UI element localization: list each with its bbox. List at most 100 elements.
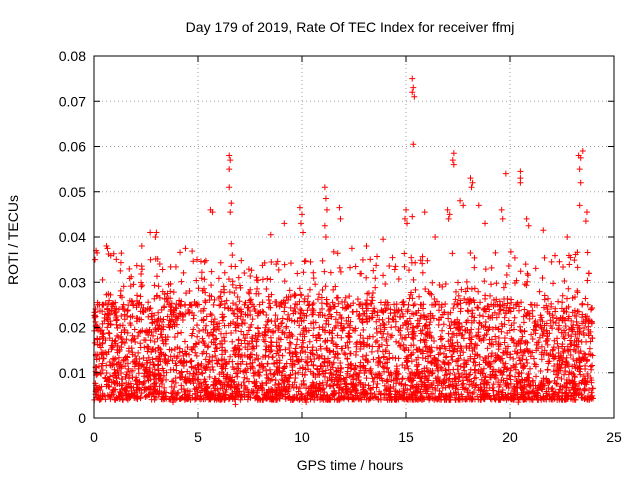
x-tick-label: 15 — [398, 429, 414, 445]
data-point — [209, 209, 216, 216]
data-point — [295, 358, 302, 365]
data-point — [550, 280, 557, 287]
data-point — [536, 288, 543, 295]
data-point — [273, 339, 280, 346]
data-point — [313, 337, 320, 344]
data-point — [217, 330, 224, 337]
data-point — [430, 338, 437, 345]
data-point — [540, 351, 547, 358]
data-point — [350, 300, 357, 307]
data-point — [245, 289, 252, 296]
data-point — [480, 313, 487, 320]
data-point — [428, 291, 435, 298]
data-point — [482, 292, 489, 299]
data-point — [468, 326, 475, 333]
data-point — [391, 309, 398, 316]
data-point — [559, 390, 566, 397]
data-point — [456, 373, 463, 380]
data-point — [495, 340, 502, 347]
data-point — [323, 206, 330, 213]
data-point — [505, 381, 512, 388]
data-point — [531, 360, 538, 367]
data-point — [494, 391, 501, 398]
data-point — [227, 209, 234, 216]
data-point — [205, 332, 212, 339]
data-point — [319, 368, 326, 375]
data-point — [562, 364, 569, 371]
data-point — [575, 349, 582, 356]
data-point — [537, 312, 544, 319]
data-point — [133, 318, 140, 325]
data-point — [303, 399, 310, 406]
data-point — [487, 292, 494, 299]
data-point — [363, 352, 370, 359]
data-point — [519, 333, 526, 340]
data-point — [279, 352, 286, 359]
data-point — [182, 378, 189, 385]
data-point — [254, 324, 261, 331]
data-point — [497, 307, 504, 314]
data-point — [405, 331, 412, 338]
data-point — [500, 368, 507, 375]
data-point — [266, 366, 273, 373]
data-point — [116, 388, 123, 395]
data-point — [526, 315, 533, 322]
data-point — [146, 364, 153, 371]
data-point — [189, 330, 196, 337]
data-point — [307, 396, 314, 403]
data-point — [459, 331, 466, 338]
data-point — [144, 369, 151, 376]
data-point — [296, 285, 303, 292]
data-point — [493, 375, 500, 382]
data-point — [555, 345, 562, 352]
data-point — [334, 294, 341, 301]
data-point — [270, 371, 277, 378]
data-point — [501, 314, 508, 321]
data-point — [259, 396, 266, 403]
data-point — [284, 388, 291, 395]
data-point — [577, 154, 584, 161]
data-point — [369, 297, 376, 304]
data-point — [167, 280, 174, 287]
data-point — [403, 344, 410, 351]
data-point — [323, 396, 330, 403]
data-point — [187, 358, 194, 365]
data-point — [150, 390, 157, 397]
data-point — [154, 322, 161, 329]
data-point — [310, 275, 317, 282]
data-point — [416, 320, 423, 327]
data-point — [122, 354, 129, 361]
data-point — [163, 376, 170, 383]
data-point — [577, 371, 584, 378]
data-point — [366, 367, 373, 374]
y-tick-label: 0.05 — [59, 184, 86, 200]
data-point — [465, 372, 472, 379]
data-point — [467, 175, 474, 182]
data-point — [190, 326, 197, 333]
data-point — [266, 326, 273, 333]
data-point — [369, 394, 376, 401]
data-point — [100, 355, 107, 362]
data-point — [488, 350, 495, 357]
data-point — [454, 279, 461, 286]
data-point — [586, 345, 593, 352]
data-point — [420, 301, 427, 308]
data-point — [214, 323, 221, 330]
data-point — [382, 280, 389, 287]
data-point — [409, 75, 416, 82]
data-point — [117, 267, 124, 274]
data-point — [565, 285, 572, 292]
data-point — [469, 179, 476, 186]
data-point — [125, 302, 132, 309]
data-point — [525, 348, 532, 355]
data-point — [321, 184, 328, 191]
data-point — [137, 394, 144, 401]
data-point — [195, 301, 202, 308]
data-point — [471, 314, 478, 321]
data-point — [422, 388, 429, 395]
data-point — [475, 288, 482, 295]
data-point — [529, 307, 536, 314]
data-point — [493, 314, 500, 321]
data-point — [412, 286, 419, 293]
data-point — [555, 326, 562, 333]
